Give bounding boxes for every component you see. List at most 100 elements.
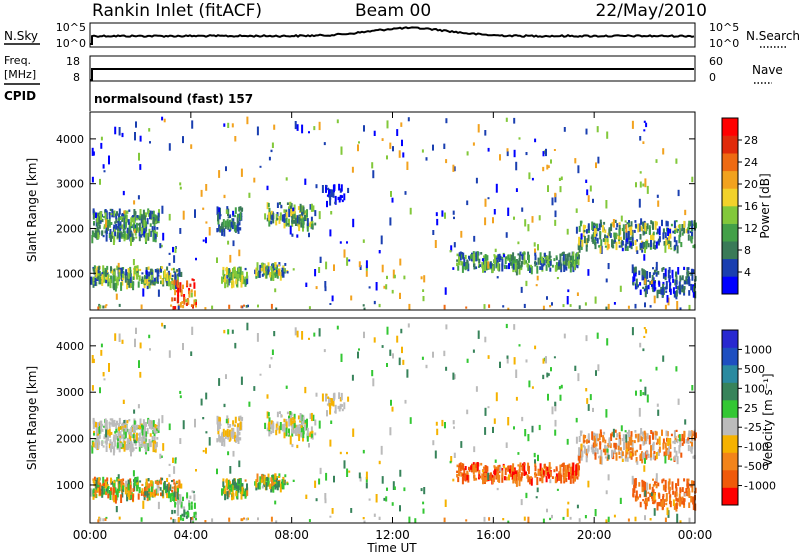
power-echo-cell xyxy=(239,227,242,231)
power-echo-cell xyxy=(499,255,502,261)
velocity-echo-cell xyxy=(476,462,479,471)
velocity-echo-cell xyxy=(539,463,542,471)
power-echo-cell xyxy=(152,210,155,220)
velocity-echo-cell xyxy=(515,396,518,401)
power-echo-cell xyxy=(182,284,184,289)
velocity-echo-cell xyxy=(595,370,597,376)
velocity-echo-cell xyxy=(190,505,193,510)
velocity-echo-cell xyxy=(149,491,152,498)
power-echo-cell xyxy=(390,191,392,197)
power-echo-cell xyxy=(386,275,388,280)
power-echo-cell xyxy=(99,178,101,185)
velocity-echo-cell xyxy=(227,481,230,489)
velocity-echo-cell xyxy=(330,398,333,406)
power-echo-cell xyxy=(634,240,637,246)
power-echo-cell xyxy=(578,243,581,253)
power-echo-cell xyxy=(546,164,549,170)
power-echo-cell xyxy=(254,269,257,275)
power-echo-cell xyxy=(115,219,118,222)
power-echo-cell xyxy=(175,280,177,290)
velocity-echo-cell xyxy=(527,434,530,442)
velocity-echo-cell xyxy=(569,475,572,484)
velocity-echo-cell xyxy=(118,423,121,427)
velocity-echo-cell xyxy=(643,327,646,330)
velocity-echo-cell xyxy=(117,474,120,479)
velocity-echo-cell xyxy=(452,372,455,380)
power-echo-cell xyxy=(535,284,538,287)
power-echo-cell xyxy=(597,156,600,164)
velocity-echo-cell xyxy=(450,456,453,463)
power-echo-cell xyxy=(674,279,677,286)
velocity-echo-cell xyxy=(268,428,271,437)
freq-tick-bottom: 8 xyxy=(73,71,80,84)
velocity-echo-cell xyxy=(189,495,192,499)
power-echo-cell xyxy=(257,304,259,308)
power-echo-cell xyxy=(441,210,444,217)
velocity-echo-cell xyxy=(339,403,342,410)
power-echo-cell xyxy=(105,275,108,280)
power-echo-cell xyxy=(173,281,176,290)
power-echo-cell xyxy=(174,247,177,253)
velocity-echo-cell xyxy=(562,463,565,467)
velocity-echo-cell xyxy=(449,460,452,464)
power-echo-cell xyxy=(668,267,671,274)
power-echo-cell xyxy=(461,265,464,273)
velocity-echo-cell xyxy=(314,480,317,488)
power-echo-cell xyxy=(677,267,680,275)
power-echo-cell xyxy=(507,307,510,310)
power-echo-cell xyxy=(653,281,656,289)
velocity-echo-cell xyxy=(123,434,126,438)
power-echo-cell xyxy=(560,176,563,181)
velocity-echo-cell xyxy=(223,329,226,334)
power-echo-cell xyxy=(534,260,537,267)
power-echo-cell xyxy=(218,211,221,220)
power-echo-cell xyxy=(293,219,295,224)
velocity-echo-cell xyxy=(141,483,144,486)
velocity-echo-cell xyxy=(124,424,127,428)
power-echo-cell xyxy=(613,302,616,305)
power-echo-cell xyxy=(265,265,268,270)
power-echo-cell xyxy=(222,219,225,228)
power-echo-cell xyxy=(466,200,469,206)
power-echo-cell xyxy=(478,258,481,264)
velocity-echo-cell xyxy=(477,330,480,339)
power-echo-cell xyxy=(202,207,205,210)
velocity-echo-cell xyxy=(562,516,565,520)
power-echo-cell xyxy=(421,149,424,153)
velocity-echo-cell xyxy=(235,438,238,441)
power-echo-cell xyxy=(643,254,646,261)
power-echo-cell xyxy=(168,213,171,221)
power-echo-cell xyxy=(165,281,168,284)
colorbar-segment xyxy=(722,452,738,471)
nave-tick-bottom: 0 xyxy=(709,71,716,84)
power-echo-cell xyxy=(663,241,666,246)
velocity-echo-cell xyxy=(457,477,460,483)
velocity-echo-cell xyxy=(654,455,657,461)
velocity-echo-cell xyxy=(171,489,174,493)
power-echo-cell xyxy=(669,288,672,295)
velocity-echo-cell xyxy=(172,492,175,501)
power-echo-cell xyxy=(644,222,647,232)
power-echo-cell xyxy=(462,252,465,260)
velocity-echo-cell xyxy=(288,418,291,427)
power-echo-cell xyxy=(399,258,402,266)
power-echo-cell xyxy=(400,122,403,127)
power-echo-cell xyxy=(362,304,365,307)
power-echo-cell xyxy=(232,218,235,223)
power-echo-cell xyxy=(269,271,272,278)
power-echo-cell xyxy=(225,267,228,272)
velocity-echo-cell xyxy=(188,502,191,510)
velocity-echo-cell xyxy=(655,431,658,436)
velocity-echo-cell xyxy=(631,442,634,448)
power-echo-cell xyxy=(484,217,487,226)
velocity-echo-cell xyxy=(218,416,221,422)
velocity-echo-cell xyxy=(587,480,590,488)
power-echo-cell xyxy=(270,220,273,225)
power-echo-cell xyxy=(154,269,157,273)
velocity-echo-cell xyxy=(497,465,500,471)
power-echo-cell xyxy=(635,278,638,286)
velocity-echo-cell xyxy=(132,434,135,439)
velocity-echo-cell xyxy=(270,430,273,435)
power-echo-cell xyxy=(288,208,291,218)
power-echo-cell xyxy=(232,268,234,275)
